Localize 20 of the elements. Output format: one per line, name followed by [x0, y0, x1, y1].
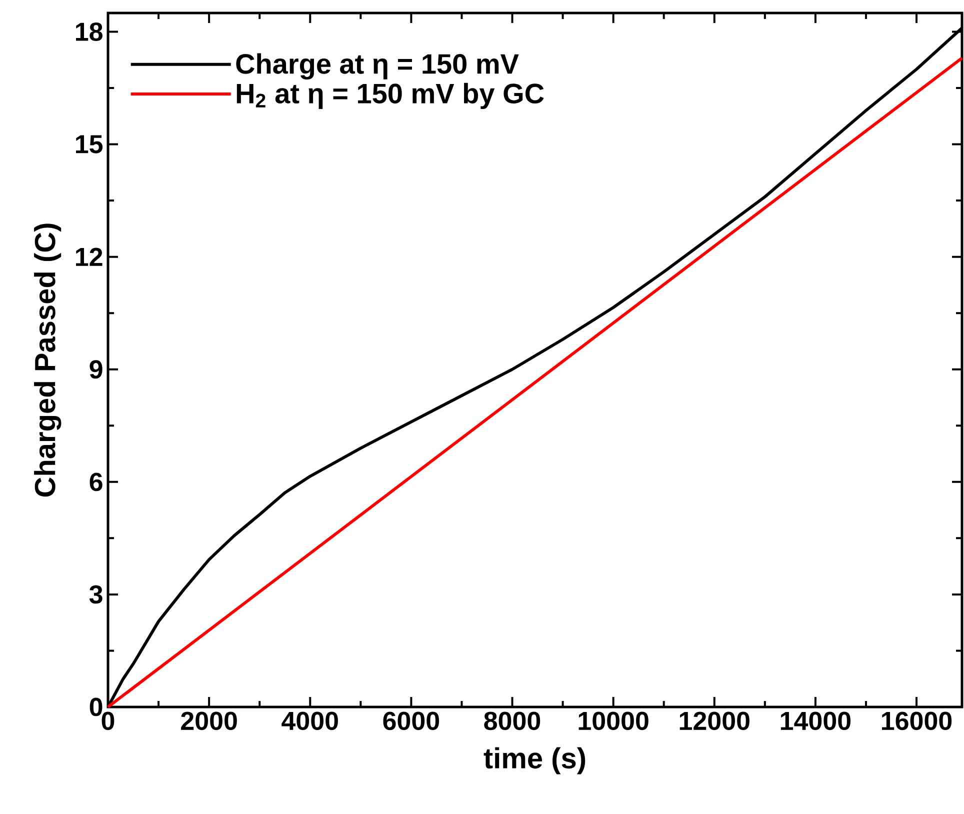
y-tick-label: 12 — [76, 248, 102, 266]
y-axis-title: Charged Passed (C) — [34, 224, 62, 497]
legend-label: Charge at η = 150 mV — [236, 53, 519, 80]
x-tick-label: 6000 — [383, 712, 440, 730]
x-tick-label: 14000 — [780, 712, 851, 730]
x-tick-label: 10000 — [578, 712, 648, 730]
x-tick-label: 16000 — [882, 712, 952, 730]
x-tick-label: 0 — [102, 712, 114, 730]
x-tick-label: 4000 — [282, 712, 338, 730]
y-tick-label: 3 — [89, 585, 102, 604]
y-tick-label: 18 — [76, 22, 102, 41]
y-tick-label: 6 — [90, 472, 102, 492]
x-tick-label: 2000 — [181, 712, 237, 730]
y-tick-label: 0 — [90, 698, 102, 716]
x-axis-title: time (s) — [484, 747, 586, 774]
x-tick-label: 8000 — [484, 712, 540, 730]
y-tick-label: 15 — [76, 135, 103, 154]
y-tick-label: 9 — [90, 360, 102, 379]
legend-label: H$_{2}$ at η = 150 mV by GC — [236, 82, 544, 110]
x-tick-label: 12000 — [680, 712, 750, 730]
